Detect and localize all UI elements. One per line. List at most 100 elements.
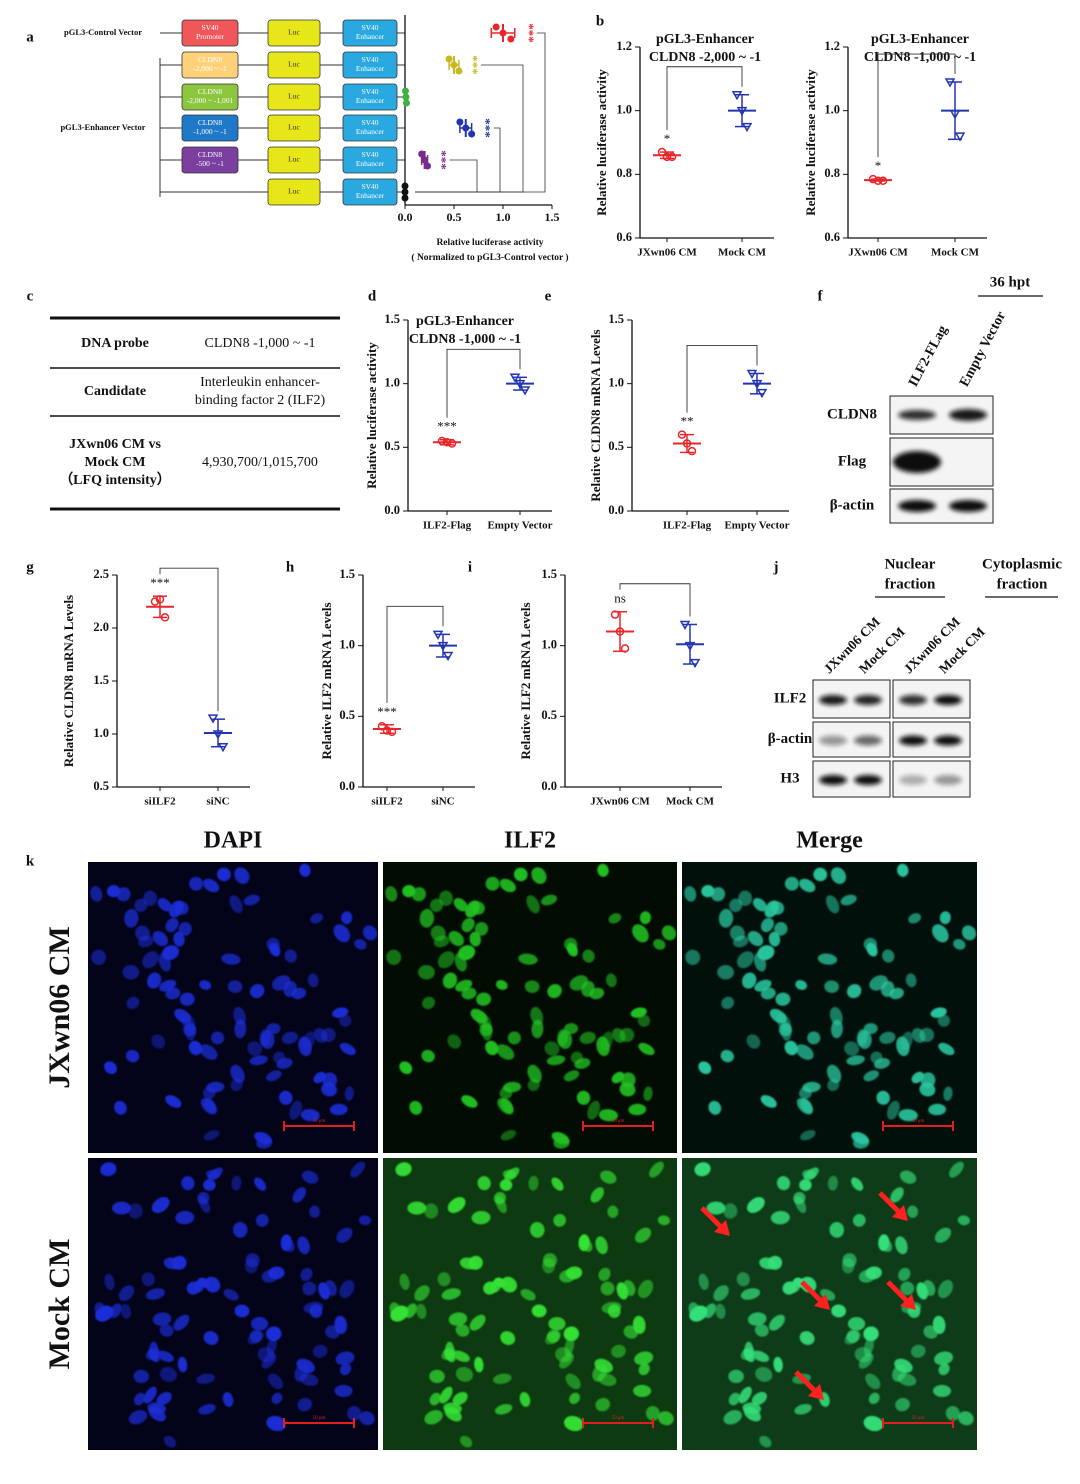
significance: ***	[435, 150, 450, 170]
x-tick-label: 0.0	[398, 210, 413, 224]
nucleus	[165, 917, 179, 933]
nucleus	[949, 1161, 964, 1178]
construct-box	[181, 146, 239, 174]
significance: *	[664, 131, 671, 146]
nucleus	[289, 1100, 303, 1120]
sig-bracket	[159, 567, 219, 712]
nucleus	[738, 890, 753, 906]
data-point	[377, 721, 387, 731]
nucleus	[159, 1366, 178, 1382]
nucleus	[807, 1031, 821, 1045]
nucleus	[257, 1347, 275, 1363]
x-tick-label: JXwn06 CM	[590, 796, 650, 808]
nucleus	[796, 1098, 813, 1115]
nucleus	[736, 1272, 750, 1287]
nucleus	[698, 1273, 709, 1290]
nucleus	[227, 980, 243, 993]
scale-text: 50 μm	[612, 1416, 625, 1421]
y-tick-label: 0.5	[541, 708, 557, 722]
nucleus	[347, 1405, 362, 1421]
arrow	[794, 1370, 816, 1392]
y-tick-label: 0.5	[339, 708, 355, 722]
x-tick-label: siNC	[206, 796, 229, 808]
nucleus	[189, 876, 204, 891]
data-point	[456, 118, 464, 126]
nucleus	[441, 1347, 456, 1360]
data-point	[207, 714, 219, 724]
data-point	[212, 730, 224, 740]
data-point	[382, 726, 392, 735]
nucleus	[474, 922, 489, 936]
chart-title: pGL3-Enhancer	[656, 32, 754, 47]
nucleus	[152, 930, 169, 947]
nucleus	[630, 1007, 647, 1018]
sig-bracket	[386, 605, 444, 703]
nucleus	[928, 1103, 946, 1116]
data-point	[949, 110, 961, 120]
nucleus	[740, 1347, 755, 1360]
group-label: pGL3-Control Vector	[64, 27, 142, 37]
nucleus	[459, 1435, 473, 1448]
nucleus	[932, 924, 949, 943]
nucleus	[494, 1403, 513, 1415]
nucleus	[254, 1131, 272, 1145]
nucleus	[133, 1369, 150, 1384]
nucleus	[530, 1222, 545, 1238]
construct-box	[267, 178, 321, 206]
nucleus	[876, 1090, 890, 1105]
nucleus	[485, 1040, 499, 1056]
nucleus	[774, 922, 788, 936]
nucleus	[770, 1211, 790, 1225]
nucleus	[188, 1040, 203, 1056]
nucleus	[847, 1317, 866, 1331]
construct-text: Promoter	[196, 32, 224, 41]
y-tick-label: 1.0	[616, 103, 632, 117]
construct-text: SV40	[361, 23, 378, 32]
blot-row-label: CLDN8	[827, 406, 877, 422]
nucleus	[448, 1312, 468, 1326]
nucleus	[721, 996, 735, 1010]
nucleus	[174, 1008, 192, 1024]
data-point	[401, 188, 409, 196]
nucleus	[197, 1191, 210, 1205]
data-point	[514, 379, 526, 390]
table-cell: DNA probe	[81, 336, 149, 351]
nucleus	[868, 1392, 880, 1405]
construct-text: CLDN8	[198, 118, 222, 127]
fraction-label: fraction	[997, 576, 1048, 592]
nucleus	[742, 972, 757, 989]
nucleus	[851, 1131, 869, 1145]
y-tick-label: 0.0	[384, 503, 400, 517]
data-point	[687, 446, 697, 456]
arrow	[886, 1280, 908, 1302]
y-axis-label: Relative ILF2 mRNA Levels	[518, 602, 533, 759]
y-tick-label: 0.0	[608, 503, 624, 517]
nucleus	[386, 949, 402, 966]
nucleus	[846, 1055, 865, 1066]
arrow-head	[808, 1384, 824, 1400]
x-tick-label: JXwn06 CM	[848, 247, 908, 259]
nucleus	[576, 1090, 591, 1105]
nucleus	[844, 1330, 861, 1345]
construct-text: Enhancer	[356, 191, 385, 200]
nucleus	[126, 996, 140, 1010]
data-point	[751, 379, 763, 390]
construct-box	[267, 19, 321, 47]
nucleus	[299, 863, 311, 877]
nucleus	[125, 1049, 140, 1063]
nucleus	[639, 911, 651, 925]
nucleus	[637, 1014, 651, 1027]
nucleus	[854, 1347, 872, 1363]
micrograph	[383, 1158, 677, 1450]
data-point	[462, 124, 470, 132]
nucleus	[595, 1397, 611, 1412]
nucleus	[755, 1366, 773, 1382]
nucleus	[390, 1305, 409, 1322]
data-point	[150, 597, 160, 606]
nucleus	[163, 1257, 181, 1270]
nucleus	[169, 900, 184, 918]
table-cell: （LFQ intensity）	[59, 472, 171, 488]
arrow	[800, 1280, 822, 1302]
data-point	[455, 67, 463, 75]
nucleus	[623, 1280, 636, 1296]
